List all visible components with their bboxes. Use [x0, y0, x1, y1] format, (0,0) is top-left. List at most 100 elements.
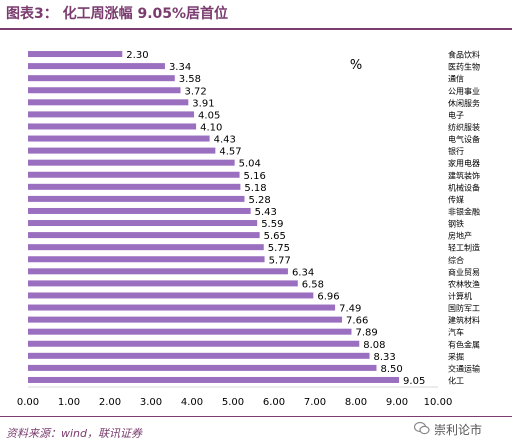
category-label-20: 农林牧渔: [448, 279, 480, 289]
category-labels: 食品饮料医药生物通信公用事业休闲服务电子纺织服装电气设备银行家用电器建筑装饰机械…: [448, 50, 480, 386]
bar-14: [28, 207, 251, 214]
data-label-20: 6.58: [302, 279, 324, 290]
x-tick-label-8: 8.00: [345, 397, 367, 408]
data-label-1: 2.30: [126, 50, 148, 61]
watermark: 崇利论市: [410, 418, 506, 440]
bar-11: [28, 171, 240, 178]
title-bar: 图表3： 化工周涨幅 9.05%居首位: [0, 0, 512, 26]
x-tick-label-1: 1.00: [58, 397, 80, 408]
data-label-12: 5.18: [244, 183, 266, 194]
category-label-23: 建筑材料: [448, 315, 480, 325]
bar-12: [28, 183, 241, 190]
data-label-22: 7.49: [339, 304, 361, 315]
data-label-21: 6.96: [317, 291, 339, 302]
title-divider: [0, 28, 512, 30]
data-label-7: 4.10: [200, 122, 222, 133]
category-label-15: 钢铁: [448, 219, 464, 229]
data-label-3: 3.58: [179, 74, 201, 85]
category-label-5: 休闲服务: [448, 98, 480, 108]
footer-divider: [0, 416, 512, 417]
data-label-27: 8.50: [381, 364, 403, 375]
x-tick-label-4: 4.00: [181, 397, 203, 408]
bar-1: [28, 51, 123, 58]
data-label-2: 3.34: [169, 62, 191, 73]
bar-5: [28, 99, 189, 106]
x-axis: 0.00 1.00 2.00 3.00 4.00 5.00 6.00 7.00 8.00 9.00…: [17, 386, 453, 408]
category-label-18: 综合: [448, 255, 464, 265]
bar-2: [28, 63, 165, 70]
category-label-1: 食品饮料: [448, 50, 480, 60]
category-label-24: 汽车: [448, 327, 464, 337]
category-label-8: 电气设备: [448, 134, 480, 144]
bar-3: [28, 75, 175, 82]
category-label-2: 医药生物: [448, 62, 480, 72]
category-label-17: 轻工制造: [448, 243, 480, 253]
bar-21: [28, 292, 314, 299]
data-label-25: 8.08: [363, 340, 385, 351]
chart-title: 图表3： 化工周涨幅 9.05%居首位: [6, 6, 229, 22]
x-tick-label-2: 2.00: [99, 397, 121, 408]
bar-18: [28, 256, 265, 263]
data-label-6: 4.05: [198, 110, 220, 121]
source-note: 资料来源：wind，联讯证券: [6, 427, 143, 440]
data-label-16: 5.65: [264, 231, 286, 242]
category-label-21: 计算机: [448, 291, 472, 301]
bar-15: [28, 220, 258, 227]
bar-16: [28, 232, 260, 239]
bars-group: 2.30 3.343.583.723.914.054.10 4.434.575.04…: [28, 50, 425, 387]
unit-label: %: [350, 58, 362, 73]
data-label-28: 9.05: [403, 376, 425, 387]
data-label-24: 7.89: [355, 328, 377, 339]
data-label-23: 7.66: [346, 316, 368, 327]
bar-26: [28, 352, 370, 359]
category-label-22: 国防军工: [448, 303, 480, 313]
data-label-15: 5.59: [261, 219, 283, 230]
bar-10: [28, 159, 235, 166]
category-label-27: 交通运输: [448, 363, 480, 373]
x-tick-label-7: 7.00: [304, 397, 326, 408]
data-label-18: 5.77: [269, 255, 291, 266]
category-label-4: 公用事业: [448, 86, 480, 96]
category-label-11: 建筑装饰: [448, 170, 480, 180]
bar-7: [28, 123, 197, 130]
category-label-7: 纺织服装: [448, 122, 480, 132]
category-label-13: 传媒: [448, 194, 464, 204]
category-label-9: 银行: [448, 146, 464, 156]
x-tick-label-5: 5.00: [222, 397, 244, 408]
data-label-5: 3.91: [192, 98, 214, 109]
bar-28: [28, 376, 400, 383]
watermark-text: 崇利论市: [434, 423, 483, 437]
data-label-9: 4.57: [219, 147, 241, 158]
category-label-16: 房地产: [448, 231, 472, 241]
data-label-13: 5.28: [248, 195, 270, 206]
category-label-10: 家用电器: [448, 158, 480, 168]
bar-19: [28, 268, 288, 275]
data-label-14: 5.43: [255, 207, 277, 218]
data-label-17: 5.75: [268, 243, 290, 254]
bar-17: [28, 244, 264, 251]
category-label-28: 化工: [448, 375, 464, 385]
category-label-14: 非银金融: [448, 206, 480, 216]
data-label-4: 3.72: [185, 86, 207, 97]
bar-6: [28, 111, 195, 118]
category-label-25: 有色金属: [448, 339, 480, 349]
bar-25: [28, 340, 360, 347]
data-label-26: 8.33: [374, 352, 396, 363]
category-label-19: 商业贸易: [448, 267, 480, 277]
bar-13: [28, 195, 245, 202]
x-tick-label-3: 3.00: [140, 397, 162, 408]
data-label-11: 5.16: [244, 171, 266, 182]
bar-20: [28, 280, 298, 287]
x-tick-label-6: 6.00: [263, 397, 285, 408]
bar-23: [28, 316, 343, 323]
bar-27: [28, 364, 377, 371]
category-label-6: 电子: [448, 110, 464, 120]
data-label-8: 4.43: [214, 135, 236, 146]
bar-8: [28, 135, 210, 142]
category-label-26: 采掘: [448, 351, 464, 361]
bar-24: [28, 328, 352, 335]
x-tick-label-0: 0.00: [17, 397, 39, 408]
x-tick-label-10: 10.00: [424, 397, 453, 408]
bar-9: [28, 147, 216, 154]
